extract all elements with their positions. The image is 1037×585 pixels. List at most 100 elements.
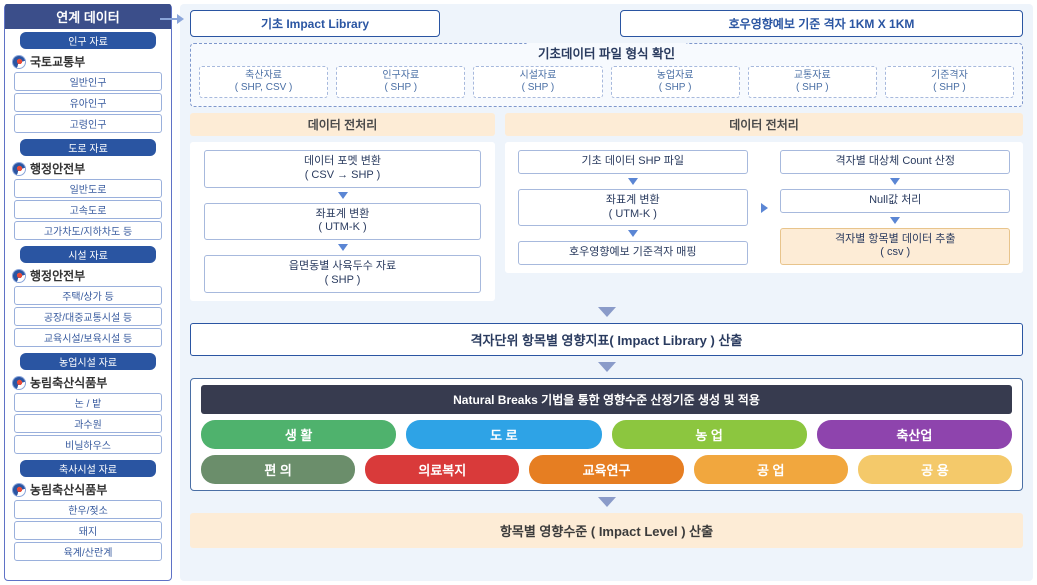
process-step: 좌표계 변환( UTM-K ): [204, 203, 481, 241]
source-row: 행정안전부: [8, 265, 168, 286]
h-arrow-icon: [761, 203, 768, 213]
gov-logo-icon: [12, 376, 26, 390]
source-name: 국토교통부: [30, 53, 85, 70]
data-item: 고령인구: [14, 114, 162, 133]
category-chip: 의료복지: [365, 455, 519, 484]
process-step: 기초 데이터 SHP 파일: [518, 150, 748, 174]
category-chip: 도 로: [406, 420, 601, 449]
category-chip: 공 용: [858, 455, 1012, 484]
source-name: 행정안전부: [30, 267, 85, 284]
category-chip: 공 업: [694, 455, 848, 484]
chip-row-2: 편 의 의료복지 교육연구 공 업 공 용: [201, 455, 1012, 484]
source-row: 농림축산식품부: [8, 479, 168, 500]
data-group: 시설 자료행정안전부주택/상가 등공장/대중교통시설 등교육시설/보육시설 등: [8, 246, 168, 347]
group-header: 인구 자료: [20, 32, 156, 49]
link-arrow-icon: [160, 14, 184, 24]
process-step: Null값 처리: [780, 189, 1010, 213]
category-chip: 농 업: [612, 420, 807, 449]
source-name: 농림축산식품부: [30, 481, 107, 498]
gov-logo-icon: [12, 55, 26, 69]
group-header: 도로 자료: [20, 139, 156, 156]
item-list: 논 / 밭과수원비닐하우스: [8, 393, 168, 454]
item-list: 주택/상가 등공장/대중교통시설 등교육시설/보육시설 등: [8, 286, 168, 347]
gov-logo-icon: [12, 483, 26, 497]
data-item: 고속도로: [14, 200, 162, 219]
v-arrow-icon: [338, 244, 348, 251]
v-arrow-icon: [890, 217, 900, 224]
category-chip: 생 활: [201, 420, 396, 449]
data-item: 비닐하우스: [14, 435, 162, 454]
process-step: 읍면동별 사육두수 자료( SHP ): [204, 255, 481, 293]
preprocess-right-header: 데이터 전처리: [505, 113, 1023, 136]
format-box: 시설자료( SHP ): [473, 66, 602, 98]
data-group: 축사시설 자료농림축산식품부한우/젖소돼지육계/산란계: [8, 460, 168, 561]
v-arrow-icon: [628, 178, 638, 185]
data-item: 공장/대중교통시설 등: [14, 307, 162, 326]
data-item: 논 / 밭: [14, 393, 162, 412]
source-name: 행정안전부: [30, 160, 85, 177]
process-step: 좌표계 변환( UTM-K ): [518, 189, 748, 227]
source-row: 행정안전부: [8, 158, 168, 179]
data-group: 농업시설 자료농림축산식품부논 / 밭과수원비닐하우스: [8, 353, 168, 454]
file-format-section: 기초데이터 파일 형식 확인 축산자료( SHP, CSV )인구자료( SHP…: [190, 43, 1023, 107]
item-list: 일반도로고속도로고가차도/지하차도 등: [8, 179, 168, 240]
gov-logo-icon: [12, 269, 26, 283]
data-item: 과수원: [14, 414, 162, 433]
source-name: 농림축산식품부: [30, 374, 107, 391]
process-step: 격자별 항목별 데이터 추출( csv ): [780, 228, 1010, 266]
preprocess-left-body: 데이터 포멧 변환( CSV → SHP ) 좌표계 변환( UTM-K ) 읍면동…: [190, 142, 495, 301]
down-arrow-icon: [598, 497, 616, 507]
data-item: 일반도로: [14, 179, 162, 198]
data-group: 인구 자료국토교통부일반인구유아인구고령인구: [8, 32, 168, 133]
format-box: 축산자료( SHP, CSV ): [199, 66, 328, 98]
down-arrow-icon: [598, 307, 616, 317]
v-arrow-icon: [338, 192, 348, 199]
chip-row-1: 생 활 도 로 농 업 축산업: [201, 420, 1012, 449]
process-step: 데이터 포멧 변환( CSV → SHP ): [204, 150, 481, 188]
natural-breaks-bar: Natural Breaks 기법을 통한 영향수준 산정기준 생성 및 적용: [201, 385, 1012, 414]
preprocess-left: 데이터 전처리 데이터 포멧 변환( CSV → SHP ) 좌표계 변환( UT…: [190, 113, 495, 301]
preprocess-left-header: 데이터 전처리: [190, 113, 495, 136]
data-item: 한우/젖소: [14, 500, 162, 519]
group-header: 축사시설 자료: [20, 460, 156, 477]
v-arrow-icon: [628, 230, 638, 237]
file-format-title: 기초데이터 파일 형식 확인: [526, 43, 687, 62]
preprocess-right-body: 기초 데이터 SHP 파일좌표계 변환( UTM-K ) 호우영향예보 기준격자 …: [505, 142, 1023, 273]
data-group: 도로 자료행정안전부일반도로고속도로고가차도/지하차도 등: [8, 139, 168, 240]
source-row: 농림축산식품부: [8, 372, 168, 393]
impact-library-pill: 기초 Impact Library: [190, 10, 440, 37]
impact-level-bar: 항목별 영향수준 ( Impact Level ) 산출: [190, 513, 1023, 548]
preprocess-right: 데이터 전처리 기초 데이터 SHP 파일좌표계 변환( UTM-K ) 호우영향…: [505, 113, 1023, 301]
group-header: 시설 자료: [20, 246, 156, 263]
data-item: 일반인구: [14, 72, 162, 91]
impact-library-bar: 격자단위 항목별 영향지표( Impact Library ) 산출: [190, 323, 1023, 356]
linked-data-sidebar: 연계 데이터 인구 자료국토교통부일반인구유아인구고령인구도로 자료행정안전부일…: [4, 4, 172, 581]
sidebar-title: 연계 데이터: [5, 4, 171, 29]
data-item: 돼지: [14, 521, 162, 540]
top-row: 기초 Impact Library 호우영향예보 기준 격자 1KM X 1KM: [190, 10, 1023, 37]
format-box: 기준격자( SHP ): [885, 66, 1014, 98]
source-row: 국토교통부: [8, 51, 168, 72]
v-arrow-icon: [890, 178, 900, 185]
data-item: 주택/상가 등: [14, 286, 162, 305]
preprocess-right-col2: 격자별 대상체 Count 산정Null값 처리격자별 항목별 데이터 추출( …: [776, 150, 1016, 265]
process-step: 호우영향예보 기준격자 매핑: [518, 241, 748, 265]
grid-1km-pill: 호우영향예보 기준 격자 1KM X 1KM: [620, 10, 1023, 37]
format-box: 인구자료( SHP ): [336, 66, 465, 98]
category-chip: 편 의: [201, 455, 355, 484]
preprocess-row: 데이터 전처리 데이터 포멧 변환( CSV → SHP ) 좌표계 변환( UT…: [190, 113, 1023, 301]
category-chip: 축산업: [817, 420, 1012, 449]
item-list: 일반인구유아인구고령인구: [8, 72, 168, 133]
format-box: 교통자료( SHP ): [748, 66, 877, 98]
preprocess-right-col1: 기초 데이터 SHP 파일좌표계 변환( UTM-K ) 호우영향예보 기준격자 …: [513, 150, 753, 265]
category-chip: 교육연구: [529, 455, 683, 484]
file-format-grid: 축산자료( SHP, CSV )인구자료( SHP )시설자료( SHP ) 농업…: [199, 66, 1014, 98]
down-arrow-icon: [598, 362, 616, 372]
format-box: 농업자료( SHP ): [611, 66, 740, 98]
data-item: 유아인구: [14, 93, 162, 112]
gov-logo-icon: [12, 162, 26, 176]
main-flow: 기초 Impact Library 호우영향예보 기준 격자 1KM X 1KM…: [180, 4, 1033, 581]
data-item: 고가차도/지하차도 등: [14, 221, 162, 240]
group-header: 농업시설 자료: [20, 353, 156, 370]
data-item: 교육시설/보육시설 등: [14, 328, 162, 347]
